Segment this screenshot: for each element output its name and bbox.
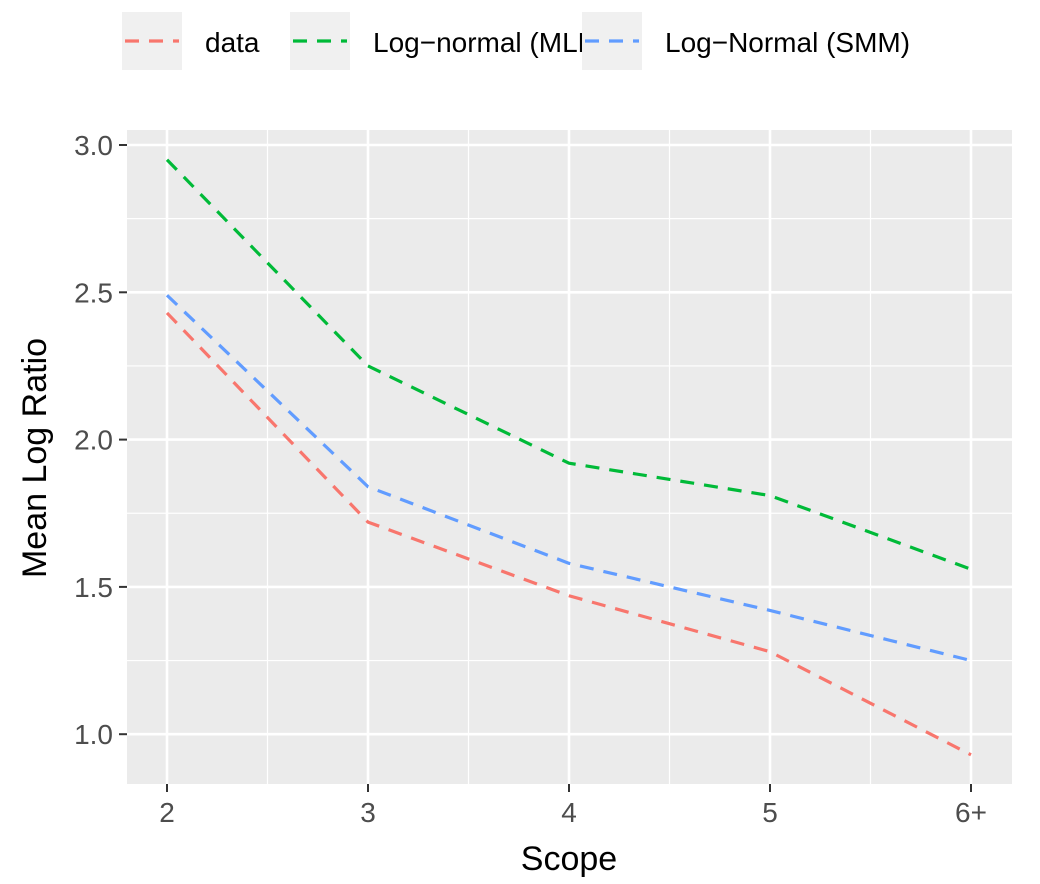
series-lines xyxy=(165,158,972,757)
y-axis: 1.0 1.5 2.0 2.5 3.0 xyxy=(74,130,127,750)
y-tick-label: 1.0 xyxy=(74,719,113,750)
x-axis: 2 3 4 5 6+ xyxy=(159,784,987,828)
x-axis-label: Scope xyxy=(521,840,617,878)
y-tick-label: 1.5 xyxy=(74,572,113,603)
series-line xyxy=(165,158,972,571)
x-tick-label: 6+ xyxy=(955,797,987,828)
y-tick-label: 2.5 xyxy=(74,277,113,308)
x-tick-label: 4 xyxy=(561,797,577,828)
x-tick-label: 3 xyxy=(360,797,376,828)
x-tick-label: 2 xyxy=(159,797,175,828)
series-line xyxy=(165,294,972,663)
major-gridlines xyxy=(127,130,1012,784)
x-tick-label: 5 xyxy=(762,797,778,828)
y-axis-label: Mean Log Ratio xyxy=(16,338,54,578)
y-tick-label: 2.0 xyxy=(74,425,113,456)
series-line xyxy=(165,311,972,757)
y-tick-label: 3.0 xyxy=(74,130,113,161)
